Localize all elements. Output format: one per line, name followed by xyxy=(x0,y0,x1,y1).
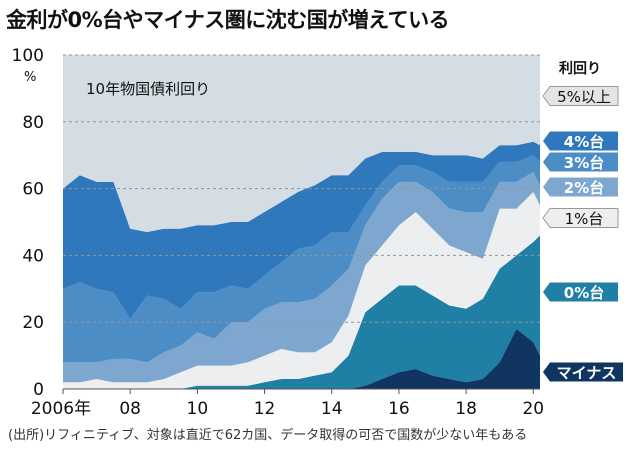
y-tick-label: 60 xyxy=(22,180,44,200)
legend-label-one: 1%台 xyxy=(565,210,604,228)
chart-inner-title: 10年物国債利回り xyxy=(86,80,210,98)
x-tick-label: 18 xyxy=(455,399,477,419)
y-tick-label: 20 xyxy=(22,313,44,333)
area-three xyxy=(63,155,540,363)
x-tick-label: 10 xyxy=(187,399,209,419)
area-series-group xyxy=(63,55,540,389)
x-tick-label: 12 xyxy=(254,399,276,419)
legend-label-zero: 0%台 xyxy=(564,284,604,302)
x-tick-label: 08 xyxy=(119,399,141,419)
legend-label-minus: マイナス xyxy=(557,364,617,382)
y-tick-label: 0 xyxy=(33,380,44,400)
area-five_plus xyxy=(63,55,540,232)
legend-swatch-zero xyxy=(543,282,618,302)
legend-swatch-five_plus xyxy=(542,86,619,106)
x-tick-label: 2006年 xyxy=(31,399,91,419)
area-minus xyxy=(63,328,540,389)
legend-label-five_plus: 5%以上 xyxy=(557,88,611,106)
y-tick-label: 80 xyxy=(22,113,44,133)
legend-swatch-four xyxy=(543,131,618,151)
y-tick-label: 100 xyxy=(12,46,44,66)
legend-swatch-two xyxy=(543,177,618,197)
area-zero xyxy=(63,235,540,389)
legend-swatch-minus xyxy=(543,362,623,382)
legend-swatch-three xyxy=(543,152,618,172)
legend-label-two: 2%台 xyxy=(564,179,604,197)
chart-headline: 金利が0%台やマイナス圏に沈む国が増えている xyxy=(6,8,450,32)
legend-label-four: 4%台 xyxy=(564,133,604,151)
source-note: (出所)リフィニティブ、対象は直近で62カ国、データ取得の可否で国数が少ない年も… xyxy=(8,428,528,443)
x-tick-label: 14 xyxy=(321,399,343,419)
x-tick-label: 16 xyxy=(388,399,410,419)
area-four xyxy=(63,141,540,319)
y-axis: 0 20 40 60 80 100 xyxy=(12,46,44,400)
x-tick-label: 20 xyxy=(522,399,544,419)
legend-label-three: 3%台 xyxy=(564,154,604,172)
area-two xyxy=(63,171,540,383)
legend: マイナス 0%台 1%台 2%台 3%台 4%台 5%以上 xyxy=(542,86,623,382)
y-tick-label: 40 xyxy=(22,246,44,266)
gridlines xyxy=(63,54,540,390)
legend-title: 利回り xyxy=(559,60,601,77)
area-one xyxy=(63,191,540,389)
legend-swatch-one xyxy=(542,208,619,228)
y-axis-unit: % xyxy=(24,70,36,85)
x-axis: 2006年 08 10 12 14 16 18 20 xyxy=(31,389,544,419)
